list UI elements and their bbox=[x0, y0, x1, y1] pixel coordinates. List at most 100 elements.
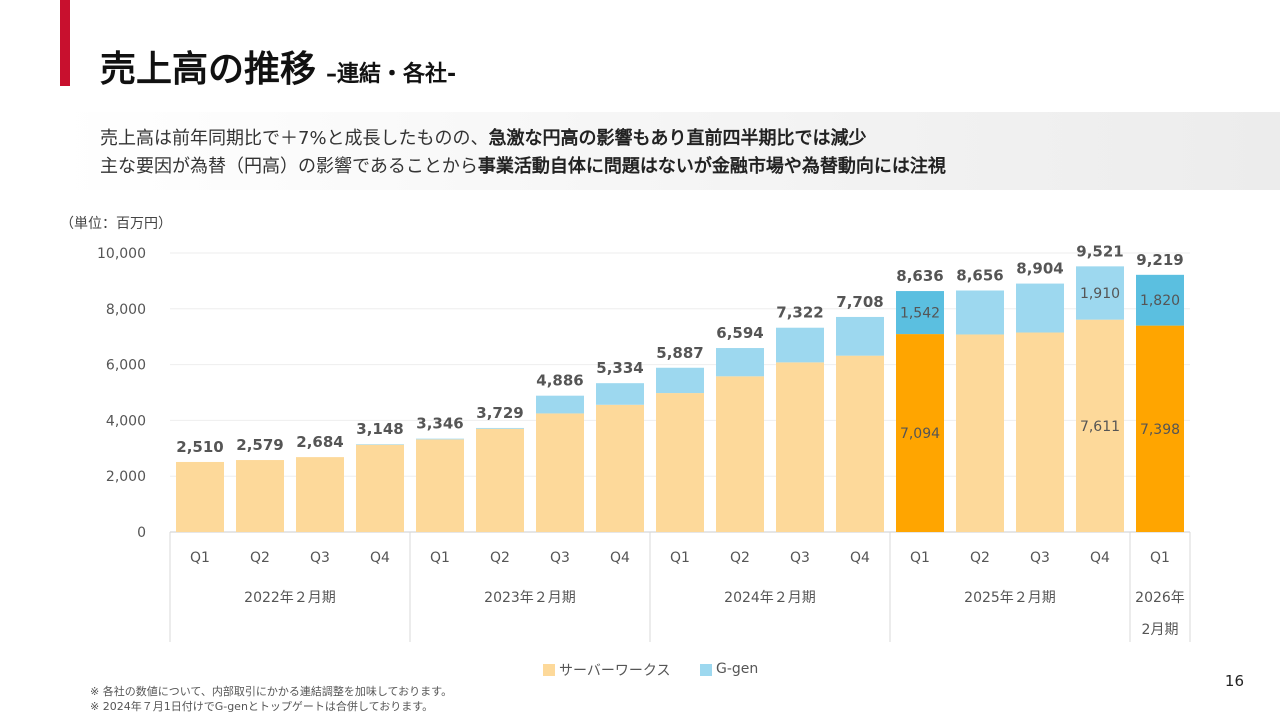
bar-serverworks bbox=[896, 334, 944, 532]
bar-serverworks bbox=[956, 334, 1004, 532]
summary-line-2-normal: 主な要因が為替（円高）の影響であることから bbox=[100, 156, 478, 177]
bar-ggen bbox=[536, 395, 584, 414]
legend-label-serverworks: サーバーワークス bbox=[559, 663, 670, 679]
title-accent-bar bbox=[60, 0, 70, 86]
bar-total-label: 2,579 bbox=[236, 436, 283, 454]
bar-total-label: 4,886 bbox=[536, 372, 583, 390]
x-tick-label: Q4 bbox=[850, 550, 870, 566]
y-tick-label: 2,000 bbox=[106, 469, 146, 485]
bar-total-label: 8,636 bbox=[896, 267, 943, 285]
segment-value-label: 7,094 bbox=[900, 426, 940, 442]
group-label: 2024年２月期 bbox=[724, 590, 816, 606]
bar-ggen bbox=[416, 438, 464, 440]
y-tick-label: 6,000 bbox=[106, 358, 146, 374]
bar-serverworks bbox=[596, 404, 644, 532]
segment-value-label: 1,820 bbox=[1140, 293, 1180, 309]
bar-serverworks bbox=[416, 439, 464, 532]
bar-ggen bbox=[356, 444, 404, 445]
bar-serverworks bbox=[776, 362, 824, 532]
legend-swatch-serverworks bbox=[543, 664, 555, 676]
bar-ggen bbox=[1136, 274, 1184, 326]
y-tick-label: 10,000 bbox=[97, 246, 146, 262]
x-tick-label: Q1 bbox=[430, 550, 450, 566]
group-label: 2022年２月期 bbox=[244, 590, 336, 606]
bar-total-label: 3,729 bbox=[476, 404, 523, 422]
bar-ggen bbox=[836, 316, 884, 356]
summary-line-2-bold: 事業活動自体に問題はないが金融市場や為替動向には注視 bbox=[477, 156, 946, 177]
bar-ggen bbox=[956, 290, 1004, 335]
bar-total-label: 6,594 bbox=[716, 324, 763, 342]
bar-ggen bbox=[596, 383, 644, 405]
x-tick-label: Q2 bbox=[970, 550, 990, 566]
x-tick-label: Q2 bbox=[490, 550, 510, 566]
summary-line-1-normal: 売上高は前年同期比で＋7%と成長したものの、 bbox=[100, 128, 489, 149]
title-subtitle: –連結・各社- bbox=[326, 62, 457, 87]
y-tick-label: 0 bbox=[137, 525, 146, 541]
group-label: 2023年２月期 bbox=[484, 590, 576, 606]
x-tick-label: Q1 bbox=[1150, 550, 1170, 566]
x-tick-label: Q1 bbox=[190, 550, 210, 566]
bar-serverworks bbox=[536, 413, 584, 532]
x-tick-label: Q4 bbox=[610, 550, 630, 566]
group-label: 2026年 bbox=[1135, 590, 1185, 606]
bar-serverworks bbox=[296, 457, 344, 532]
x-tick-label: Q2 bbox=[250, 550, 270, 566]
bar-total-label: 3,148 bbox=[356, 420, 403, 438]
bar-ggen bbox=[896, 291, 944, 335]
bar-total-label: 5,334 bbox=[596, 359, 643, 377]
segment-value-label: 7,611 bbox=[1080, 419, 1120, 435]
bar-total-label: 5,887 bbox=[656, 344, 703, 362]
bar-ggen bbox=[776, 327, 824, 363]
bar-ggen bbox=[1076, 266, 1124, 320]
x-tick-label: Q1 bbox=[910, 550, 930, 566]
bar-total-label: 3,346 bbox=[416, 415, 463, 433]
summary-line-1: 売上高は前年同期比で＋7%と成長したものの、急激な円高の影響もあり直前四半期比で… bbox=[100, 124, 867, 150]
summary-line-1-bold: 急激な円高の影響もあり直前四半期比では減少 bbox=[488, 128, 867, 149]
bar-total-label: 9,219 bbox=[1136, 251, 1183, 269]
legend-label-ggen: G-gen bbox=[716, 661, 758, 677]
bar-total-label: 2,510 bbox=[176, 438, 223, 456]
bar-serverworks bbox=[836, 355, 884, 532]
bar-total-label: 7,322 bbox=[776, 304, 823, 322]
segment-value-label: 7,398 bbox=[1140, 422, 1180, 438]
summary-line-2: 主な要因が為替（円高）の影響であることから事業活動自体に問題はないが金融市場や為… bbox=[100, 152, 946, 178]
x-tick-label: Q4 bbox=[370, 550, 390, 566]
bar-serverworks bbox=[236, 460, 284, 532]
bar-serverworks bbox=[356, 444, 404, 532]
bar-serverworks bbox=[476, 428, 524, 532]
bar-serverworks bbox=[716, 376, 764, 532]
bar-serverworks bbox=[1136, 325, 1184, 532]
x-tick-label: Q1 bbox=[670, 550, 690, 566]
x-tick-label: Q4 bbox=[1090, 550, 1110, 566]
bar-total-label: 8,904 bbox=[1016, 260, 1063, 278]
bar-ggen bbox=[716, 348, 764, 377]
page-title: 売上高の推移 –連結・各社- bbox=[100, 40, 456, 92]
footnote-1: ※ 各社の数値について、内部取引にかかる連結調整を加味しております。 bbox=[90, 685, 453, 698]
x-tick-label: Q3 bbox=[550, 550, 570, 566]
summary-box: 売上高は前年同期比で＋7%と成長したものの、急激な円高の影響もあり直前四半期比で… bbox=[60, 112, 1280, 190]
bar-total-label: 7,708 bbox=[836, 293, 883, 311]
bar-serverworks bbox=[176, 461, 224, 532]
x-tick-label: Q2 bbox=[730, 550, 750, 566]
bar-total-label: 9,521 bbox=[1076, 242, 1123, 260]
page-number: 16 bbox=[1224, 672, 1244, 690]
segment-value-label: 1,910 bbox=[1080, 286, 1120, 302]
y-tick-label: 8,000 bbox=[106, 302, 146, 318]
bar-ggen bbox=[656, 367, 704, 394]
group-label: 2月期 bbox=[1142, 622, 1179, 638]
title-main: 売上高の推移 bbox=[100, 49, 317, 90]
bar-serverworks bbox=[1016, 332, 1064, 532]
y-tick-label: 4,000 bbox=[106, 413, 146, 429]
footnote-2: ※ 2024年７月1日付けでG-genとトップゲートは合併しております。 bbox=[90, 700, 434, 713]
unit-label: （単位：百万円） bbox=[60, 216, 172, 232]
bar-ggen bbox=[476, 427, 524, 429]
x-tick-label: Q3 bbox=[310, 550, 330, 566]
x-tick-label: Q3 bbox=[790, 550, 810, 566]
bar-total-label: 8,656 bbox=[956, 266, 1003, 284]
group-label: 2025年２月期 bbox=[964, 590, 1056, 606]
bar-serverworks bbox=[1076, 319, 1124, 532]
legend-swatch-ggen bbox=[700, 664, 712, 676]
segment-value-label: 1,542 bbox=[900, 306, 940, 322]
bar-total-label: 2,684 bbox=[296, 433, 343, 451]
